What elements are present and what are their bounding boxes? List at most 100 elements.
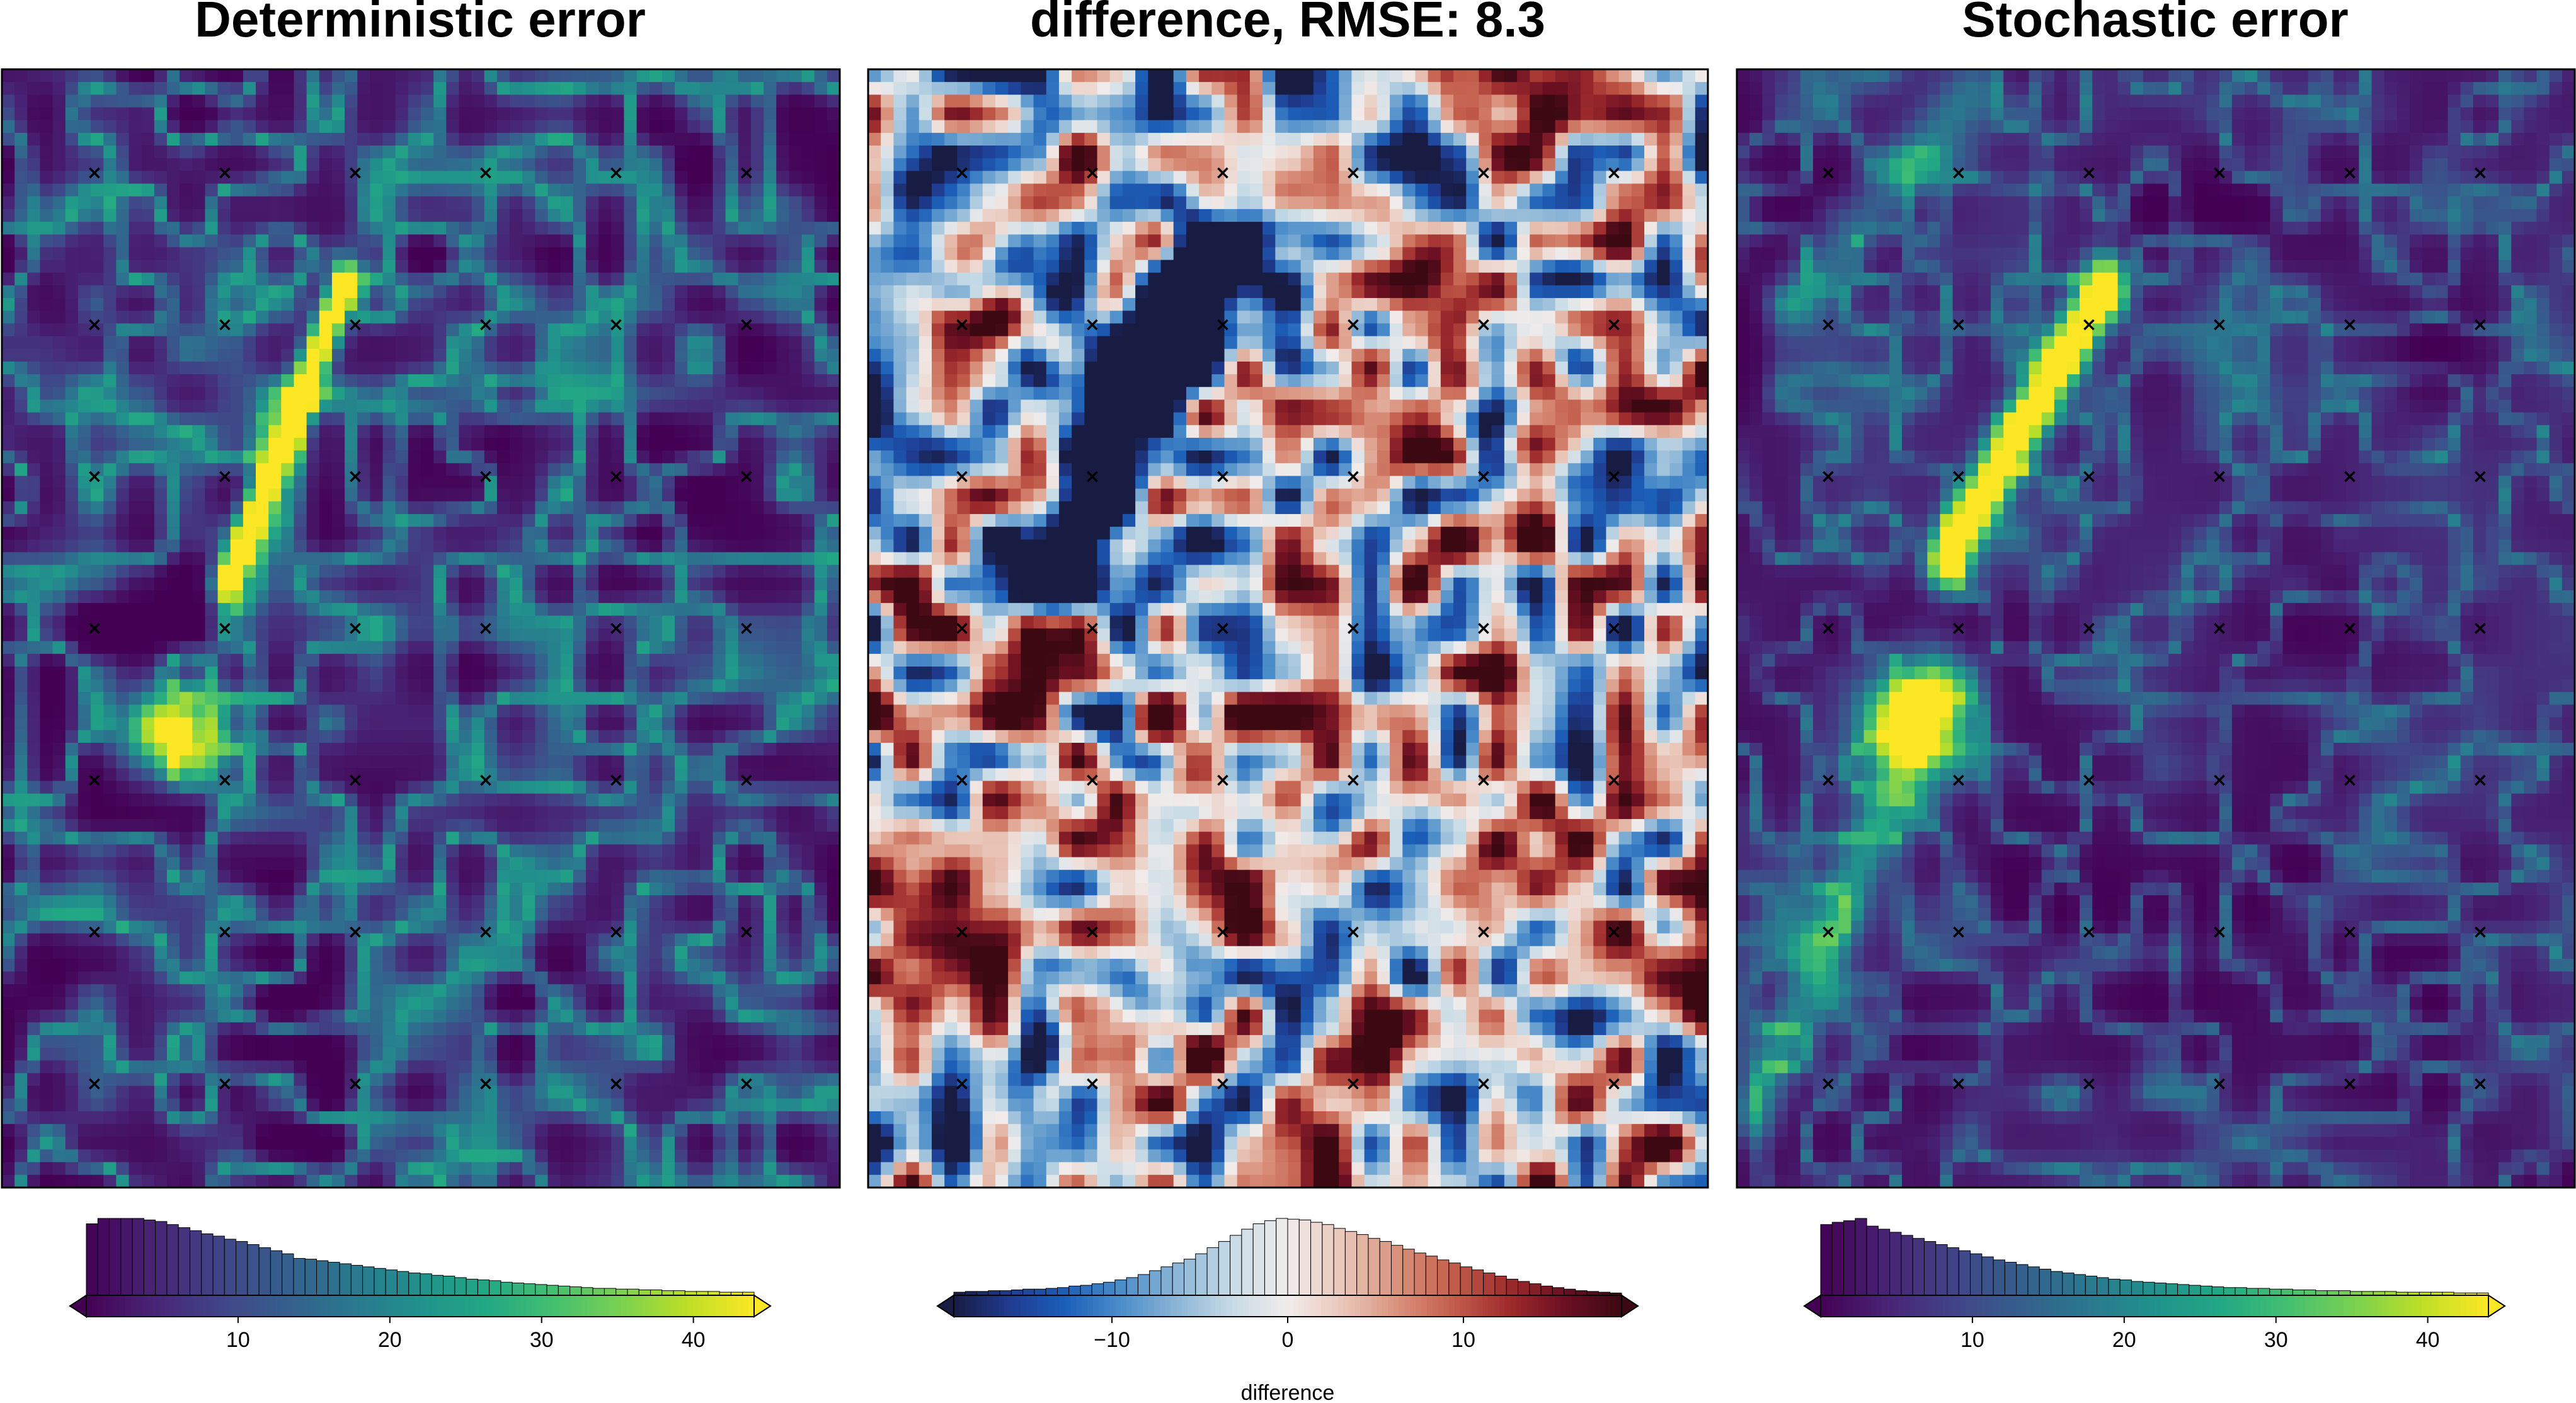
heatmap-cell: [217, 1009, 231, 1023]
heatmap-cell: [256, 196, 269, 210]
heatmap-cell: [2, 717, 15, 731]
heatmap-cell: [801, 158, 815, 171]
heatmap-cell: [243, 336, 256, 350]
heatmap-cell: [141, 463, 155, 477]
heatmap-cell: [154, 361, 168, 375]
heatmap-cell: [395, 667, 409, 680]
heatmap-cell: [205, 768, 219, 782]
heatmap-cell: [40, 298, 54, 311]
heatmap-cell: [408, 933, 421, 947]
heatmap-cell: [166, 704, 180, 718]
heatmap-cell: [611, 222, 625, 235]
heatmap-cell: [27, 958, 41, 972]
heatmap-cell: [331, 692, 345, 706]
heatmap-cell: [180, 298, 193, 311]
heatmap-cell: [2, 882, 15, 896]
heatmap-cell: [598, 590, 612, 604]
heatmap-cell: [801, 679, 815, 692]
heatmap-cell: [675, 971, 688, 985]
heatmap-cell: [433, 1009, 447, 1023]
heatmap-cell: [192, 704, 206, 718]
heatmap-cell: [91, 501, 104, 515]
heatmap-cell: [395, 958, 409, 972]
heatmap-cell: [496, 857, 510, 871]
heatmap-cell: [230, 743, 244, 756]
heatmap-cell: [52, 641, 66, 655]
heatmap-cell: [560, 323, 574, 337]
heatmap-cell: [306, 476, 320, 490]
heatmap-cell: [382, 260, 396, 273]
heatmap-cell: [675, 412, 688, 426]
heatmap-cell: [256, 984, 269, 998]
heatmap-cell: [649, 704, 663, 718]
heatmap-cell: [484, 222, 498, 235]
heatmap-cell: [281, 819, 295, 832]
heatmap-cell: [27, 222, 41, 235]
heatmap-cell: [585, 247, 599, 261]
heatmap-cell: [306, 146, 320, 159]
heatmap-cell: [2, 69, 15, 83]
heatmap-cell: [649, 958, 663, 972]
heatmap-cell: [14, 374, 28, 387]
heatmap-cell: [547, 667, 561, 680]
heatmap-cell: [547, 806, 561, 820]
heatmap-cell: [585, 425, 599, 438]
heatmap-cell: [217, 984, 231, 998]
heatmap-cell: [331, 463, 345, 477]
heatmap-cell: [77, 882, 91, 896]
heatmap-cell: [52, 984, 66, 998]
heatmap-cell: [433, 832, 447, 845]
heatmap-cell: [738, 997, 752, 1011]
heatmap-cell: [801, 132, 815, 146]
heatmap-cell: [496, 704, 510, 718]
heatmap-cell: [471, 590, 485, 604]
heatmap-cell: [789, 272, 803, 286]
heatmap-cell: [661, 69, 675, 83]
heatmap-cell: [345, 971, 358, 985]
heatmap-cell: [319, 488, 333, 502]
heatmap-cell: [294, 908, 307, 922]
heatmap-cell: [649, 196, 663, 210]
heatmap-cell: [230, 781, 244, 794]
heatmap-cell: [256, 209, 269, 222]
heatmap-cell: [547, 463, 561, 477]
heatmap-cell: [395, 285, 409, 299]
heatmap-cell: [77, 1009, 91, 1023]
heatmap-cell: [700, 463, 714, 477]
heatmap-cell: [256, 222, 269, 235]
heatmap-cell: [65, 120, 79, 134]
heatmap-cell: [814, 819, 828, 832]
heatmap-cell: [116, 399, 130, 413]
heatmap-cell: [345, 844, 358, 858]
heatmap-cell: [421, 908, 434, 922]
heatmap-cell: [789, 971, 803, 985]
heatmap-cell: [421, 222, 434, 235]
heatmap-cell: [217, 908, 231, 922]
heatmap-cell: [725, 743, 739, 756]
heatmap-cell: [52, 222, 66, 235]
heatmap-cell: [370, 69, 384, 83]
heatmap-cell: [306, 1022, 320, 1036]
heatmap-cell: [547, 374, 561, 387]
heatmap-cell: [725, 641, 739, 655]
heatmap-cell: [598, 146, 612, 159]
heatmap-cell: [611, 120, 625, 134]
heatmap-cell: [433, 196, 447, 210]
heatmap-cell: [331, 336, 345, 350]
heatmap-cell: [52, 234, 66, 248]
heatmap-cell: [814, 412, 828, 426]
heatmap-cell: [789, 527, 803, 540]
heatmap-cell: [180, 577, 193, 591]
heatmap-cell: [2, 107, 15, 121]
heatmap-cell: [52, 971, 66, 985]
heatmap-cell: [471, 743, 485, 756]
heatmap-cell: [547, 399, 561, 413]
heatmap-cell: [725, 832, 739, 845]
heatmap-cell: [814, 387, 828, 401]
heatmap-cell: [535, 971, 549, 985]
heatmap-cell: [675, 501, 688, 515]
heatmap-cell: [345, 260, 358, 273]
heatmap-cell: [166, 171, 180, 185]
heatmap-cell: [331, 768, 345, 782]
heatmap-cell: [65, 412, 79, 426]
